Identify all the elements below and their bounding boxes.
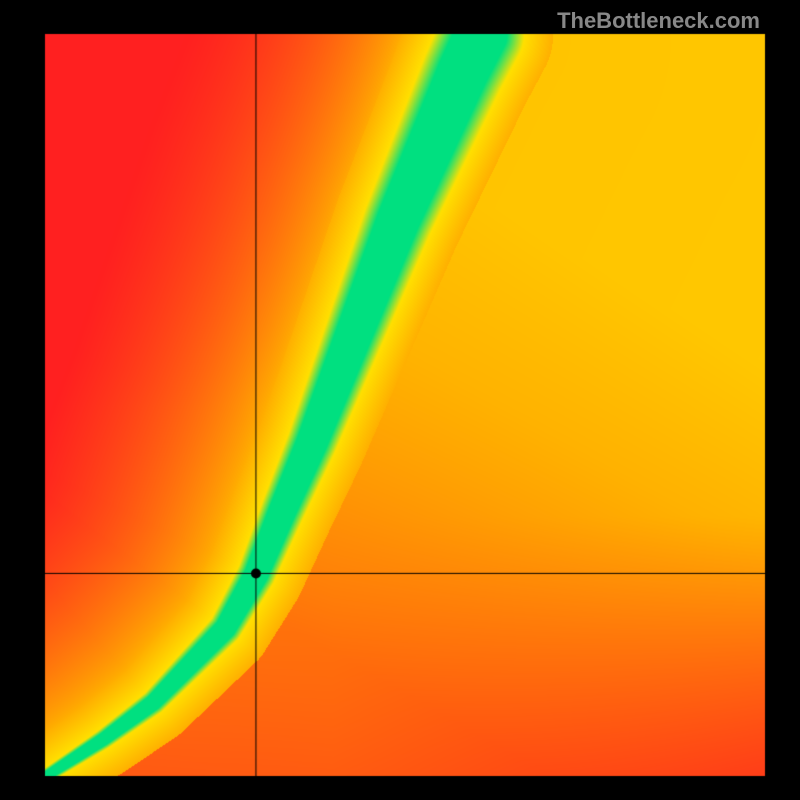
watermark-text: TheBottleneck.com xyxy=(557,8,760,34)
heatmap-canvas xyxy=(0,0,800,800)
chart-container: TheBottleneck.com xyxy=(0,0,800,800)
